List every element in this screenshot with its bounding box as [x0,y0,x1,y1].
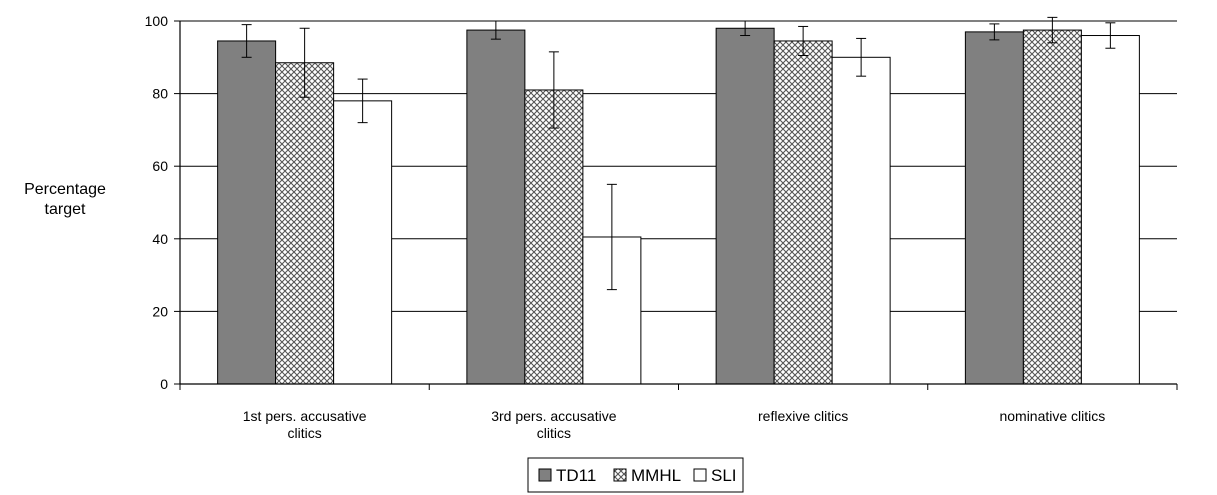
bar-td11 [466,29,526,385]
bar-sli [831,56,891,385]
bar-sli [333,100,393,385]
category-label: 1st pers. accusative [243,408,367,424]
y-tick-label: 20 [152,303,168,319]
axes [174,20,1178,390]
bar-sli [1080,35,1140,385]
bar-td11 [217,40,277,385]
y-axis-label: target [45,201,86,218]
legend-swatch-mmhl [613,468,627,482]
legend: TD11 MMHL SLI [527,457,744,493]
bar-mmhl [1022,29,1082,385]
category-label: nominative clitics [999,408,1105,424]
category-label: clitics [288,425,322,441]
y-tick-label: 100 [145,13,169,29]
bar-mmhl [524,89,584,385]
y-tick-label: 40 [152,231,168,247]
bar-td11 [715,27,775,385]
y-tick-label: 60 [152,158,168,174]
legend-swatch-sli [693,468,707,482]
bar-mmhl [773,40,833,385]
category-label: reflexive clitics [758,408,848,424]
y-tick-label: 0 [160,376,168,392]
category-label: clitics [537,425,571,441]
legend-label-td11: TD11 [556,466,596,485]
legend-label-mmhl: MMHL [631,466,681,485]
axis-labels: 0 20 40 60 80 100 Percentage target 1st pers. ac… [24,13,1105,441]
y-tick-label: 80 [152,86,168,102]
category-label: 3rd pers. accusative [491,408,616,424]
legend-label-sli: SLI [711,466,737,485]
bar-td11 [964,31,1024,385]
bars [217,16,1140,385]
bar-mmhl [275,62,335,385]
y-axis-label: Percentage [24,181,106,198]
legend-box [527,457,744,493]
legend-swatch-td11 [538,468,552,482]
